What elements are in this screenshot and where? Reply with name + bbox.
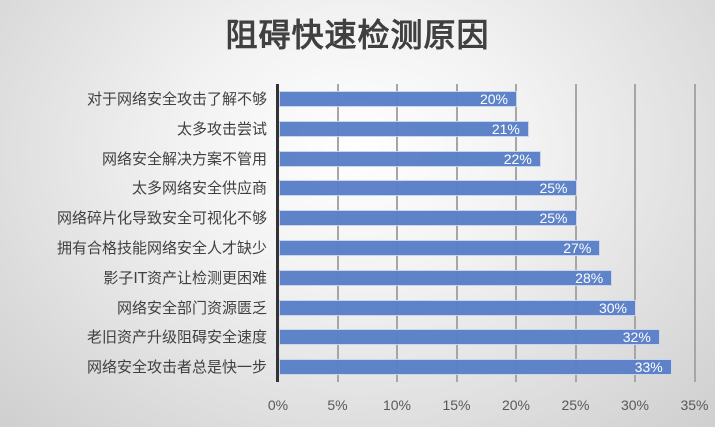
bar: 20%: [279, 91, 517, 107]
bar: 25%: [279, 210, 577, 227]
bar-value-label: 28%: [575, 269, 604, 286]
x-tick-label: 15%: [442, 397, 471, 413]
y-axis-line: [276, 84, 279, 382]
gridline: [693, 84, 696, 382]
bar: 21%: [279, 120, 529, 137]
bar-value-label: 27%: [563, 240, 592, 256]
category-label: 影子IT资产让检测更困难: [103, 268, 267, 287]
bar: 33%: [279, 359, 672, 376]
category-label: 网络安全攻击者总是快一步: [86, 358, 267, 377]
bar-value-label: 25%: [539, 210, 568, 227]
x-tick-label: 5%: [327, 397, 348, 413]
x-tick-label: 30%: [620, 397, 650, 413]
x-tick-label: 20%: [501, 397, 531, 413]
gridline: [634, 84, 636, 382]
x-tick-label: 10%: [382, 397, 412, 413]
gridline: [574, 84, 577, 382]
bar-value-label: 25%: [539, 180, 568, 197]
chart-title: 阻碍快速检测原因: [225, 16, 490, 54]
bar: 32%: [279, 329, 660, 346]
x-tick-label: 0%: [267, 397, 289, 413]
bar: 22%: [279, 150, 541, 167]
category-label: 网络安全解决方案不管用: [101, 149, 267, 168]
category-label: 对于网络安全攻击了解不够: [86, 90, 267, 108]
x-tick-label: 35%: [680, 397, 709, 413]
bar-value-label: 21%: [491, 120, 520, 137]
category-label: 老旧资产升级阻碍安全速度: [86, 328, 267, 347]
bar-value-label: 30%: [598, 299, 627, 316]
category-label: 拥有合格技能网络安全人才缺少: [56, 239, 267, 257]
bar-value-label: 22%: [503, 150, 532, 167]
category-label: 网络碎片化导致安全可视化不够: [56, 209, 267, 228]
bar-value-label: 32%: [622, 329, 651, 346]
bar: 25%: [279, 180, 577, 197]
gridline: [396, 84, 398, 382]
category-label: 太多攻击尝试: [176, 119, 267, 138]
gridline: [336, 84, 339, 382]
category-label: 网络安全部门资源匮乏: [116, 298, 267, 317]
x-tick-label: 25%: [561, 397, 590, 413]
bar: 30%: [279, 299, 636, 316]
category-label: 太多网络安全供应商: [131, 179, 267, 198]
bar: 27%: [279, 240, 601, 256]
gridline: [515, 84, 517, 382]
bar-value-label: 33%: [634, 359, 663, 376]
bar-value-label: 20%: [479, 91, 508, 107]
gridline: [455, 84, 458, 382]
bar: 28%: [279, 269, 613, 286]
